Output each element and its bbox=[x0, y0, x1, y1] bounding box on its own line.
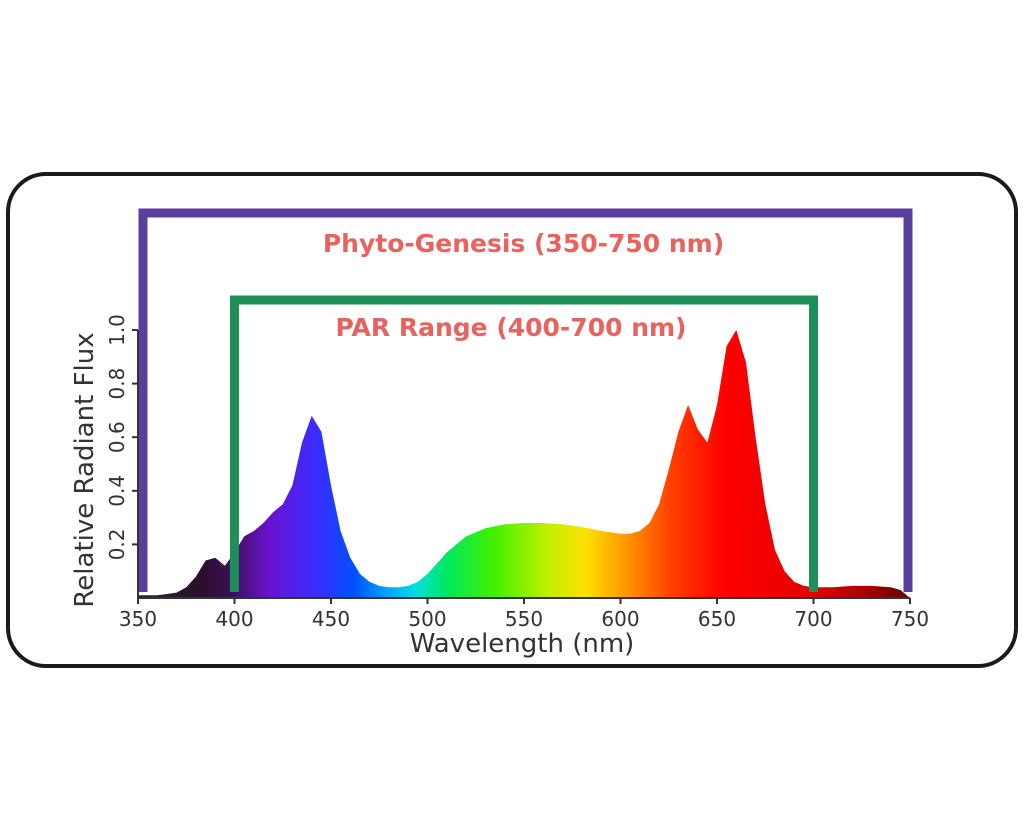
x-tick-label: 400 bbox=[215, 607, 253, 631]
spectrum-area bbox=[138, 330, 910, 598]
x-tick-label: 650 bbox=[698, 607, 736, 631]
y-tick-label: 0.6 bbox=[105, 421, 129, 453]
x-axis-title: Wavelength (nm) bbox=[410, 629, 635, 659]
x-tick-label: 700 bbox=[794, 607, 832, 631]
x-tick-label: 550 bbox=[505, 607, 543, 631]
y-tick-label: 0.8 bbox=[105, 368, 129, 400]
x-tick-label: 350 bbox=[119, 607, 157, 631]
range-bracket-phyto-genesis bbox=[138, 208, 913, 592]
y-tick-label: 1.0 bbox=[105, 314, 129, 346]
range-label-par: PAR Range (400-700 nm) bbox=[336, 313, 687, 342]
y-tick-label: 0.2 bbox=[105, 528, 129, 560]
range-bracket-par bbox=[230, 295, 818, 592]
x-tick-label: 600 bbox=[601, 607, 639, 631]
x-tick-label: 500 bbox=[408, 607, 446, 631]
x-tick-label: 450 bbox=[312, 607, 350, 631]
x-tick-label: 750 bbox=[891, 607, 929, 631]
y-axis-title: Relative Radiant Flux bbox=[70, 332, 100, 607]
y-tick-label: 0.4 bbox=[105, 475, 129, 507]
range-label-phyto-genesis: Phyto-Genesis (350-750 nm) bbox=[323, 229, 724, 258]
